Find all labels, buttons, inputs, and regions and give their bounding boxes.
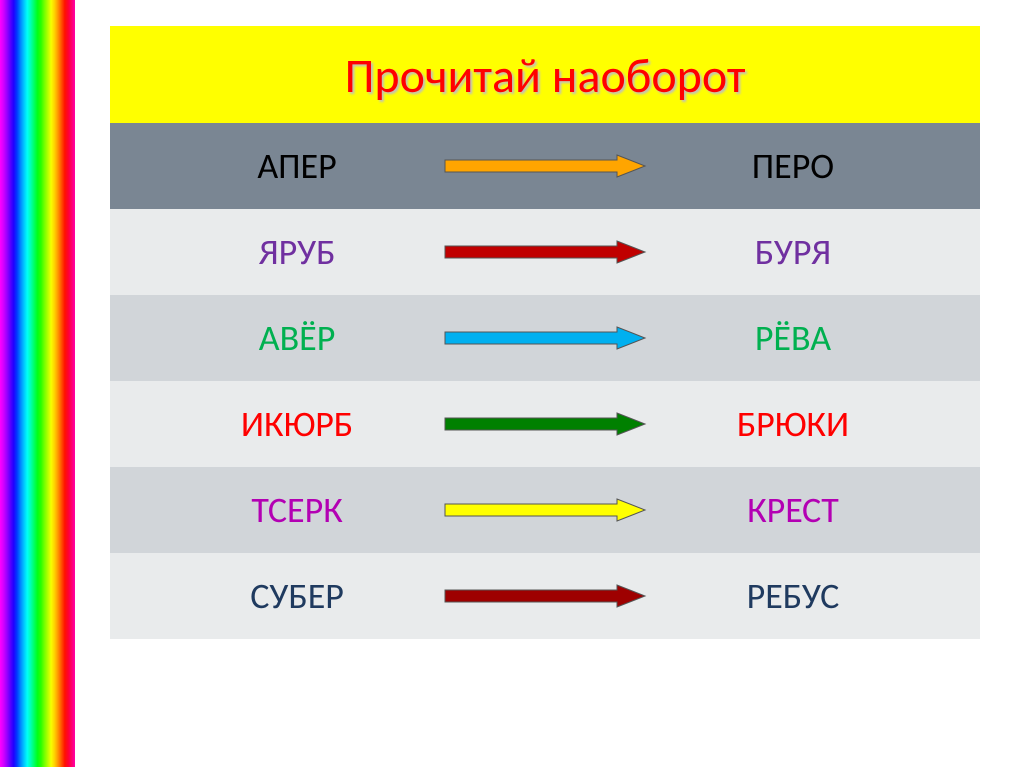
arrow-icon bbox=[445, 155, 645, 177]
arrow-cell bbox=[484, 295, 606, 381]
page-title: Прочитай наоборот bbox=[110, 26, 980, 123]
arrow-icon bbox=[445, 327, 645, 349]
title-text: Прочитай наоборот bbox=[345, 46, 746, 105]
word-answer: РЁВА bbox=[606, 316, 980, 360]
word-table: АПЕР ПЕРО ЯРУБ БУРЯ АВЁР РЁВА ИКЮРБ БРЮКИ ТСЕРК К… bbox=[110, 123, 980, 639]
slide-content: Прочитай наоборот АПЕР ПЕРО ЯРУБ БУРЯ АВЁР РЁ… bbox=[110, 26, 980, 639]
arrow-icon bbox=[445, 413, 645, 435]
rainbow-svg bbox=[0, 0, 75, 767]
table-row: АВЁР РЁВА bbox=[110, 295, 980, 381]
word-answer: КРЕСТ bbox=[606, 488, 980, 532]
rainbow-sidebar bbox=[0, 0, 75, 767]
word-reversed: СУБЕР bbox=[110, 574, 484, 618]
table-row: ТСЕРК КРЕСТ bbox=[110, 467, 980, 553]
arrow-cell bbox=[484, 467, 606, 553]
word-reversed: ЯРУБ bbox=[110, 230, 484, 274]
arrow-icon bbox=[445, 241, 645, 263]
word-answer: БУРЯ bbox=[606, 230, 980, 274]
table-row: ИКЮРБ БРЮКИ bbox=[110, 381, 980, 467]
word-reversed: ТСЕРК bbox=[110, 488, 484, 532]
word-reversed: АПЕР bbox=[110, 144, 484, 188]
table-row: АПЕР ПЕРО bbox=[110, 123, 980, 209]
word-reversed: ИКЮРБ bbox=[110, 402, 484, 446]
arrow-icon bbox=[445, 499, 645, 521]
word-answer: ПЕРО bbox=[606, 144, 980, 188]
word-answer: РЕБУС bbox=[606, 574, 980, 618]
table-row: СУБЕР РЕБУС bbox=[110, 553, 980, 639]
arrow-icon bbox=[445, 585, 645, 607]
word-answer: БРЮКИ bbox=[606, 402, 980, 446]
arrow-cell bbox=[484, 123, 606, 209]
arrow-cell bbox=[484, 553, 606, 639]
arrow-cell bbox=[484, 209, 606, 295]
arrow-cell bbox=[484, 381, 606, 467]
word-reversed: АВЁР bbox=[110, 316, 484, 360]
table-row: ЯРУБ БУРЯ bbox=[110, 209, 980, 295]
